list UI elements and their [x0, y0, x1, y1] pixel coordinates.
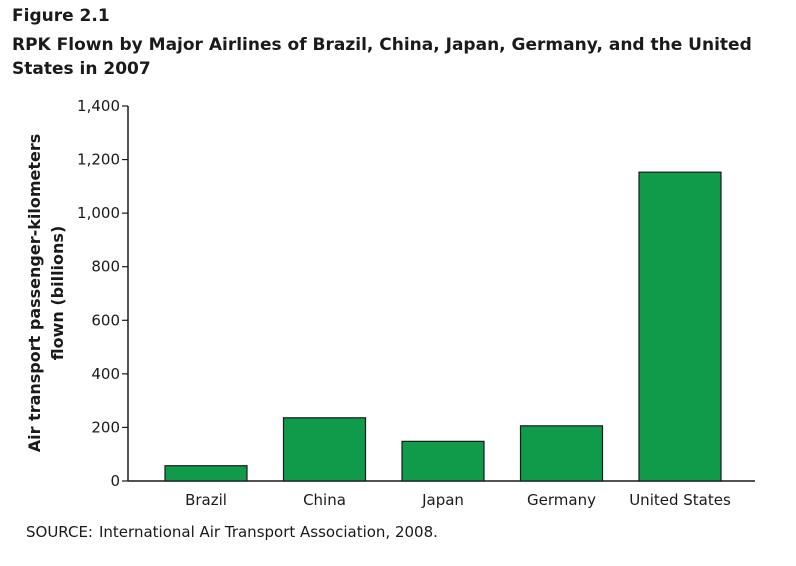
- bar-china: [282, 417, 367, 482]
- y-axis-label-line: Air transport passenger-kilometers: [25, 134, 44, 453]
- x-tick-label: Germany: [527, 491, 596, 509]
- y-tick-label: 200: [91, 418, 120, 436]
- source-text: International Air Transport Association,…: [99, 523, 438, 541]
- bar-japan: [401, 440, 485, 482]
- x-tick-label: Brazil: [185, 491, 227, 509]
- source-note: SOURCE: International Air Transport Assoc…: [26, 523, 438, 541]
- y-tick-label: 800: [91, 258, 120, 276]
- y-axis-label-line: flown (billions): [48, 226, 67, 361]
- x-tick-label: China: [303, 491, 346, 509]
- y-tick-label: 1,000: [77, 204, 120, 222]
- bar-germany: [519, 425, 604, 482]
- x-tick-label: United States: [629, 491, 731, 509]
- y-tick-label: 400: [91, 365, 120, 383]
- y-tick-label: 600: [91, 311, 120, 329]
- source-label: SOURCE:: [26, 523, 93, 541]
- figure-label: Figure 2.1: [12, 6, 110, 26]
- bar-brazil: [164, 465, 248, 482]
- bar-united-states: [638, 171, 722, 482]
- y-tick-label: 1,200: [77, 151, 120, 169]
- x-axis: Brazil China Japan Germany United States: [128, 480, 755, 509]
- figure-title: RPK Flown by Major Airlines of Brazil, C…: [12, 35, 752, 79]
- bars: [164, 171, 722, 482]
- y-tick-label: 1,400: [77, 97, 120, 115]
- y-axis: 0 200 400 600 800 1,000 1,200 1,400: [77, 97, 129, 490]
- y-axis-label: Air transport passenger-kilometers flown …: [25, 134, 67, 453]
- bar-chart: Air transport passenger-kilometers flown …: [25, 97, 755, 509]
- x-tick-label: Japan: [421, 491, 464, 509]
- y-tick-label: 0: [110, 472, 120, 490]
